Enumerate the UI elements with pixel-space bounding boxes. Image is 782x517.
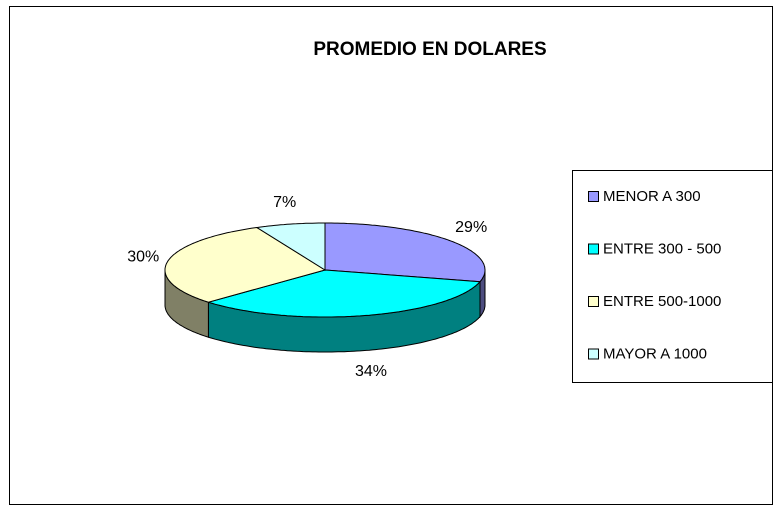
- legend-label: MAYOR A 1000: [603, 345, 707, 362]
- legend-swatch: [588, 191, 599, 202]
- legend-box: [572, 170, 773, 383]
- legend-label: ENTRE 300 - 500: [603, 240, 721, 257]
- slice: [324, 222, 486, 283]
- slice: [164, 226, 327, 303]
- legend-label: MENOR A 300: [603, 188, 701, 205]
- slice: [206, 269, 482, 318]
- data-label: 29%: [455, 219, 487, 236]
- legend-swatch: [588, 348, 599, 360]
- data-label: 30%: [127, 248, 159, 265]
- chart-title: PROMEDIO EN DOLARES: [313, 39, 546, 60]
- legend-swatch: [588, 243, 599, 255]
- legend-label: ENTRE 500-1000: [603, 293, 721, 310]
- data-label: 34%: [355, 363, 387, 380]
- legend-swatch: [588, 296, 599, 307]
- slice: [255, 222, 326, 271]
- data-label: 7%: [273, 194, 296, 211]
